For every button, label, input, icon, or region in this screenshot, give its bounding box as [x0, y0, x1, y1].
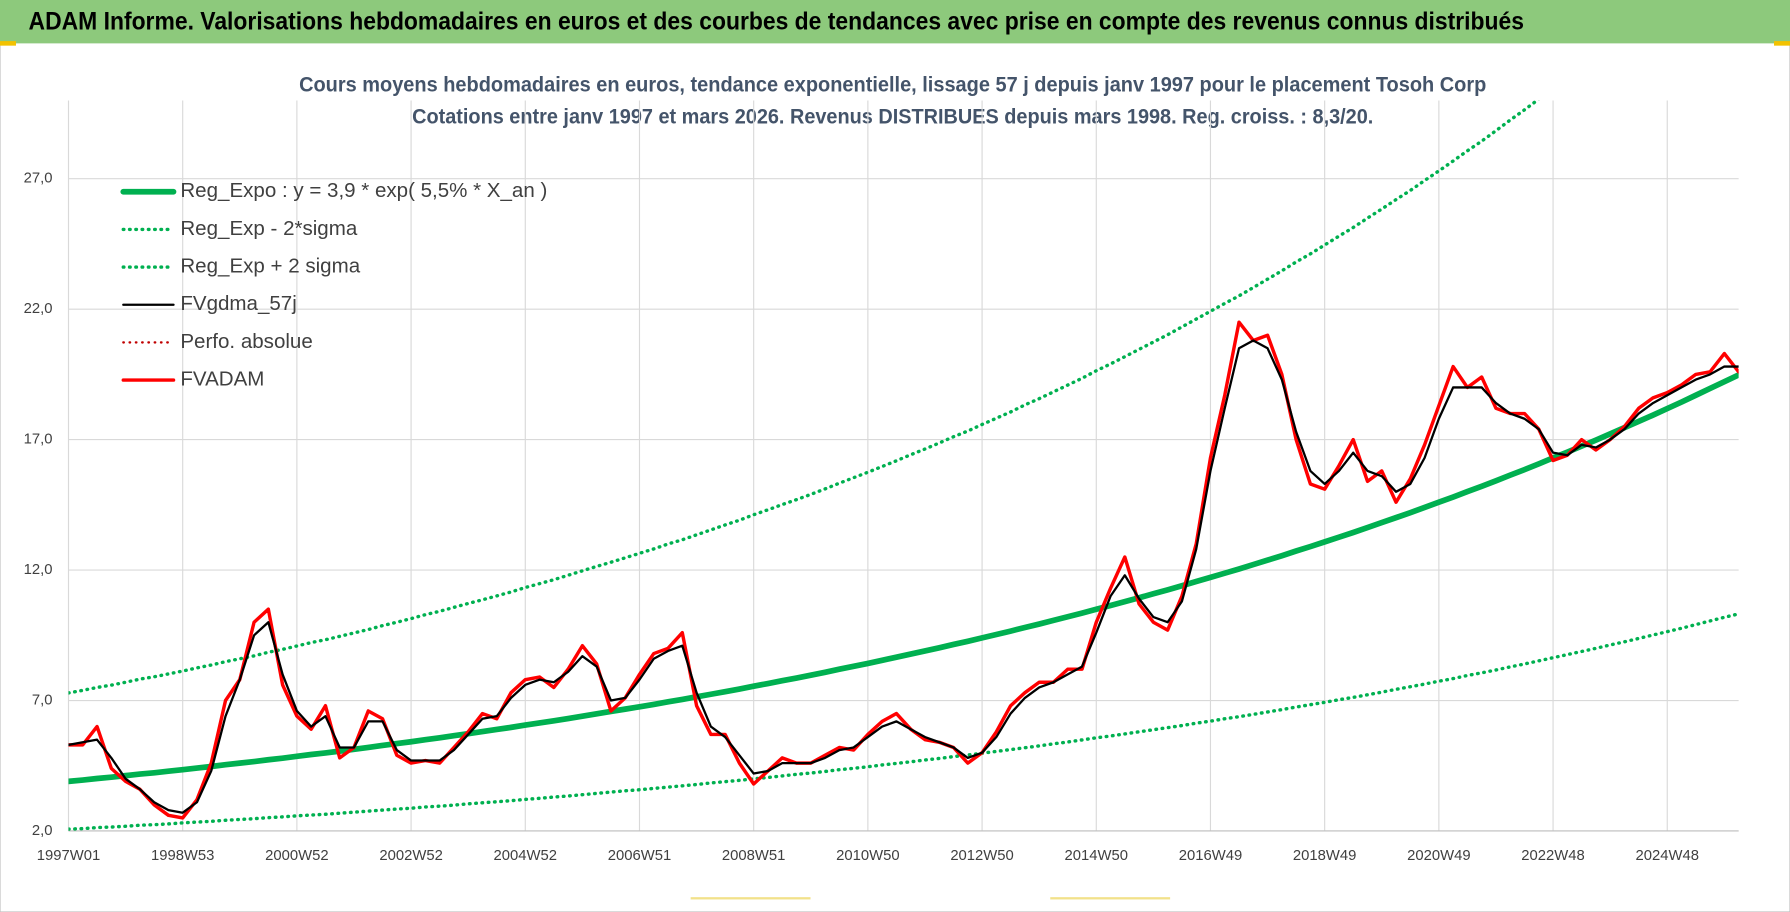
x-tick-label: 2010W50 [836, 848, 899, 864]
series-line [68, 100, 1540, 695]
series-line [68, 320, 1739, 820]
decor-mark [1050, 897, 1171, 900]
chart-subtitle: Cotations entre janv 1997 et mars 2026. … [412, 103, 1373, 128]
series-line [68, 612, 1739, 831]
y-tick-label: 27,0 [24, 171, 53, 187]
x-tick-label: 2006W51 [608, 848, 671, 864]
x-tick-label: 2022W48 [1521, 848, 1584, 864]
x-tick-label: 2014W50 [1065, 848, 1128, 864]
legend-label: FVADAM [180, 368, 264, 391]
series-line [68, 372, 1739, 785]
labels: 2,0 7,0 12,0 17,0 22,0 27,0 1997W01 1998W53 2000… [24, 171, 1699, 864]
x-tick-label: 2012W50 [950, 848, 1013, 864]
banner [0, 0, 1790, 44]
plot-area [68, 100, 1739, 831]
y-tick-label: 22,0 [24, 301, 53, 317]
x-tick-label: 2018W49 [1293, 848, 1356, 864]
grid [67, 100, 1739, 832]
x-tick-label: 2004W52 [494, 848, 557, 864]
y-tick-label: 17,0 [24, 432, 53, 448]
x-tick-label: 2008W51 [722, 848, 785, 864]
decor-mark [690, 897, 811, 900]
series-line [68, 339, 1739, 814]
legend-label: Reg_Expo : y = 3,9 * exp( 5,5% * X_an ) [180, 179, 547, 202]
x-tick-label: 2020W49 [1407, 848, 1470, 864]
corner-mark [1774, 41, 1790, 46]
legend-label: FVgdma_57j [180, 292, 296, 315]
chart-title: Cours moyens hebdomadaires en euros, ten… [299, 71, 1486, 96]
legend-label: Perfo. absolue [180, 330, 312, 353]
x-tick-label: 2000W52 [265, 848, 328, 864]
x-tick-label: 2002W52 [379, 848, 442, 864]
x-tick-label: 1997W01 [37, 848, 100, 864]
y-tick-label: 7,0 [32, 692, 53, 708]
corner-mark [0, 41, 16, 46]
page-title: ADAM Informe. Valorisations hebdomadaire… [29, 7, 1524, 35]
x-tick-label: 1998W53 [151, 848, 214, 864]
y-tick-label: 2,0 [32, 823, 53, 839]
x-tick-label: 2016W49 [1179, 848, 1242, 864]
y-tick-label: 12,0 [24, 562, 53, 578]
legend-label: Reg_Exp + 2 sigma [180, 255, 360, 278]
x-tick-label: 2024W48 [1636, 848, 1699, 864]
legend-label: Reg_Exp - 2*sigma [180, 217, 357, 240]
